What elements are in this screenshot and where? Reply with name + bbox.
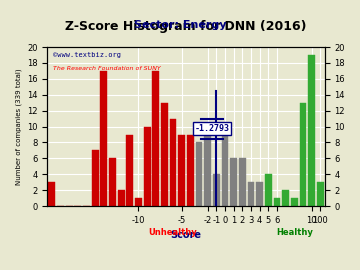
Text: Healthy: Healthy [276, 228, 313, 237]
X-axis label: Score: Score [171, 230, 202, 240]
Bar [118, 190, 125, 206]
Bar [135, 198, 142, 206]
Bar [100, 71, 107, 206]
Bar [308, 55, 315, 206]
Bar [152, 71, 159, 206]
Bar [239, 158, 246, 206]
Bar [248, 182, 255, 206]
Text: -1.2793: -1.2793 [194, 124, 230, 133]
Bar [230, 158, 237, 206]
Bar [178, 134, 185, 206]
Bar [204, 134, 211, 206]
Bar [213, 174, 220, 206]
Bar [221, 134, 229, 206]
Bar [144, 127, 150, 206]
Text: The Research Foundation of SUNY: The Research Foundation of SUNY [53, 66, 161, 71]
Bar [291, 198, 298, 206]
Bar [317, 182, 324, 206]
Bar [126, 134, 133, 206]
Text: Sector: Energy: Sector: Energy [134, 20, 226, 30]
Bar [109, 158, 116, 206]
Bar [274, 198, 280, 206]
Bar [161, 103, 168, 206]
Bar [170, 119, 176, 206]
Bar [300, 103, 306, 206]
Text: ©www.textbiz.org: ©www.textbiz.org [53, 52, 121, 58]
Bar [282, 190, 289, 206]
Y-axis label: Number of companies (339 total): Number of companies (339 total) [15, 68, 22, 185]
Text: Unhealthy: Unhealthy [149, 228, 197, 237]
Title: Z-Score Histogram for DNN (2016): Z-Score Histogram for DNN (2016) [65, 21, 307, 33]
Bar [187, 134, 194, 206]
Bar [256, 182, 263, 206]
Bar [265, 174, 272, 206]
Bar [91, 150, 99, 206]
Bar [195, 143, 202, 206]
Bar [48, 182, 55, 206]
